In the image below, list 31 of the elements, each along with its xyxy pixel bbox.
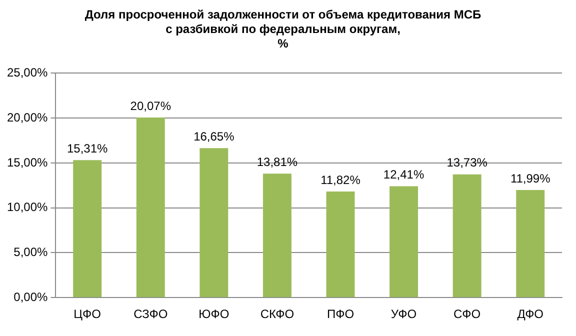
x-tick-label: ЮФО: [198, 307, 230, 322]
bar: [516, 190, 545, 298]
data-label: 11,82%: [320, 172, 361, 187]
bar: [200, 148, 228, 298]
y-tick-label: 25,00%: [6, 66, 48, 80]
bar: [262, 174, 292, 298]
x-tick-label: ДФО: [517, 307, 544, 322]
y-tick-label: 0,00%: [14, 290, 48, 304]
x-tick-label: УФО: [390, 307, 417, 322]
y-tick-label: 20,00%: [6, 110, 48, 124]
bar: [136, 117, 165, 298]
bar: [326, 192, 355, 298]
x-tick-label: ЦФО: [74, 307, 102, 322]
y-tick-label: 10,00%: [6, 200, 48, 214]
y-tick-label: 15,00%: [6, 155, 48, 170]
x-tick-label: СФО: [454, 307, 481, 322]
bar: [73, 160, 102, 298]
chart-title: Доля просроченной задолженности от объема кредитования МСБ с разбивкой по федеральным округам, %: [84, 8, 482, 50]
x-tick-label: ПФО: [326, 307, 354, 322]
x-tick-label: СКФО: [260, 307, 294, 322]
data-label: 12,41%: [383, 168, 424, 182]
y-tick-label: 5,00%: [14, 245, 48, 260]
x-tick-label: СЗФО: [134, 307, 168, 322]
data-label: 13,81%: [256, 154, 298, 169]
data-label: 20,07%: [130, 98, 172, 113]
bar: [452, 174, 482, 298]
data-label: 16,65%: [194, 129, 235, 144]
bar: [390, 186, 418, 298]
data-label: 15,31%: [66, 141, 108, 156]
data-label: 13,73%: [446, 156, 488, 170]
data-label: 11,99%: [510, 171, 551, 186]
